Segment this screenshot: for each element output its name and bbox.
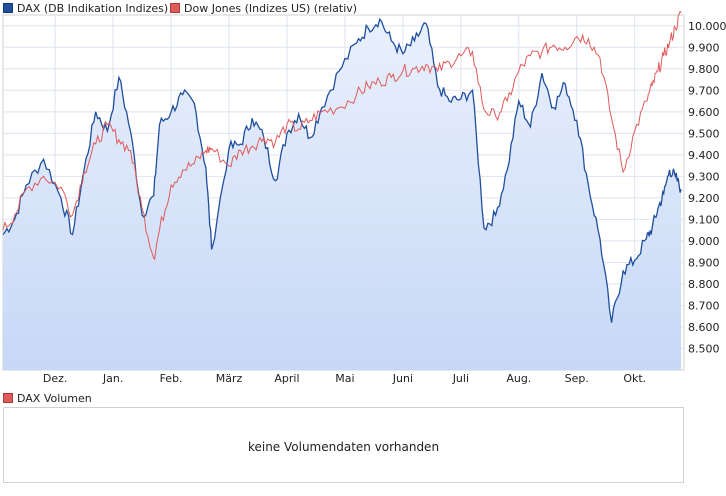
legend-volume-label: DAX Volumen xyxy=(17,391,92,405)
x-tick-label: Juli xyxy=(452,372,469,385)
y-tick-label: 8.800 xyxy=(688,278,720,291)
dax-area xyxy=(3,19,682,371)
volume-panel: keine Volumendaten vorhanden xyxy=(3,407,684,483)
y-tick-label: 8.700 xyxy=(688,299,720,312)
series-lines xyxy=(2,10,682,323)
x-tick-label: März xyxy=(216,372,243,385)
x-tick-label: April xyxy=(274,372,299,385)
dax-line xyxy=(2,17,682,323)
price-chart: 10.000 9.900 9.800 9.700 9.600 9.500 9.400 9.30… xyxy=(2,10,726,385)
y-axis-ticks: 10.000 9.900 9.800 9.700 9.600 9.500 9.400 9.30… xyxy=(688,20,726,356)
legend-volume-swatch xyxy=(3,393,13,403)
y-tick-label: 8.900 xyxy=(688,256,720,269)
y-tick-label: 9.700 xyxy=(688,84,720,97)
dow-line xyxy=(2,10,682,261)
x-tick-label: Feb. xyxy=(160,372,183,385)
y-tick-label: 9.800 xyxy=(688,63,720,76)
legend-dow-label: Dow Jones (Indizes US) (relativ) xyxy=(184,1,358,15)
y-tick-label: 9.400 xyxy=(688,149,720,162)
legend-dow[interactable]: Dow Jones (Indizes US) (relativ) xyxy=(170,1,357,15)
x-tick-label: Aug. xyxy=(506,372,531,385)
x-tick-label: Juni xyxy=(392,372,413,385)
x-tick-label: Dez. xyxy=(43,372,68,385)
y-tick-label: 9.500 xyxy=(688,127,720,140)
y-tick-label: 9.900 xyxy=(688,41,720,54)
y-tick-label: 9.300 xyxy=(688,170,720,183)
legend-dax-label: DAX (DB Indikation Indizes) xyxy=(17,1,169,15)
volume-empty-message: keine Volumendaten vorhanden xyxy=(247,440,440,454)
y-tick-label: 10.000 xyxy=(688,20,726,33)
x-tick-label: Sep. xyxy=(565,372,589,385)
dax-area-fill xyxy=(3,19,682,371)
x-tick-label: Jan. xyxy=(102,372,123,385)
legend-volume[interactable]: DAX Volumen xyxy=(3,391,92,405)
y-tick-label: 9.000 xyxy=(688,235,720,248)
y-tick-label: 8.600 xyxy=(688,321,720,334)
y-tick-label: 9.600 xyxy=(688,106,720,119)
legend-dax[interactable]: DAX (DB Indikation Indizes) xyxy=(3,1,168,15)
y-tick-label: 9.100 xyxy=(688,213,720,226)
legend-dax-swatch xyxy=(3,3,13,13)
x-tick-label: Mai xyxy=(335,372,354,385)
y-tick-label: 8.500 xyxy=(688,342,720,355)
x-axis-ticks: Dez. Jan. Feb. März April Mai Juni Juli Aug. Sep.… xyxy=(43,372,646,385)
legend-dow-swatch xyxy=(170,3,180,13)
y-tick-label: 9.200 xyxy=(688,192,720,205)
x-tick-label: Okt. xyxy=(623,372,646,385)
